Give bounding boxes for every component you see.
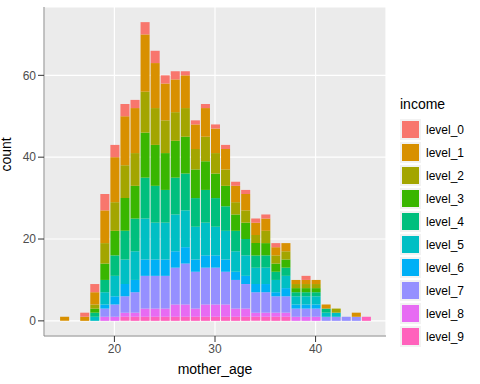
svg-text:40: 40 [23, 150, 37, 164]
html-text:level_1: level_1 [426, 145, 464, 160]
svg-text:20: 20 [108, 342, 122, 356]
svg-text:60: 60 [23, 69, 37, 83]
html-text:income: income [400, 96, 446, 112]
svg-text:30: 30 [208, 342, 222, 356]
html-text:level_6: level_6 [426, 260, 464, 275]
html-text:level_2: level_2 [426, 168, 464, 183]
svg-text:20: 20 [23, 232, 37, 246]
svg-text:40: 40 [309, 342, 323, 356]
html-text:level_9: level_9 [426, 329, 464, 344]
svg-text:count: count [8, 137, 14, 171]
html-text:level_7: level_7 [426, 283, 464, 298]
svg-text:0: 0 [29, 314, 36, 328]
html-text:level_4: level_4 [426, 214, 464, 229]
html-text:level_5: level_5 [426, 237, 464, 252]
svg-text:mother_age: mother_age [178, 361, 253, 377]
html-text:level_0: level_0 [426, 122, 464, 137]
html-text:level_8: level_8 [426, 306, 464, 321]
html-text:level_3: level_3 [426, 191, 464, 206]
